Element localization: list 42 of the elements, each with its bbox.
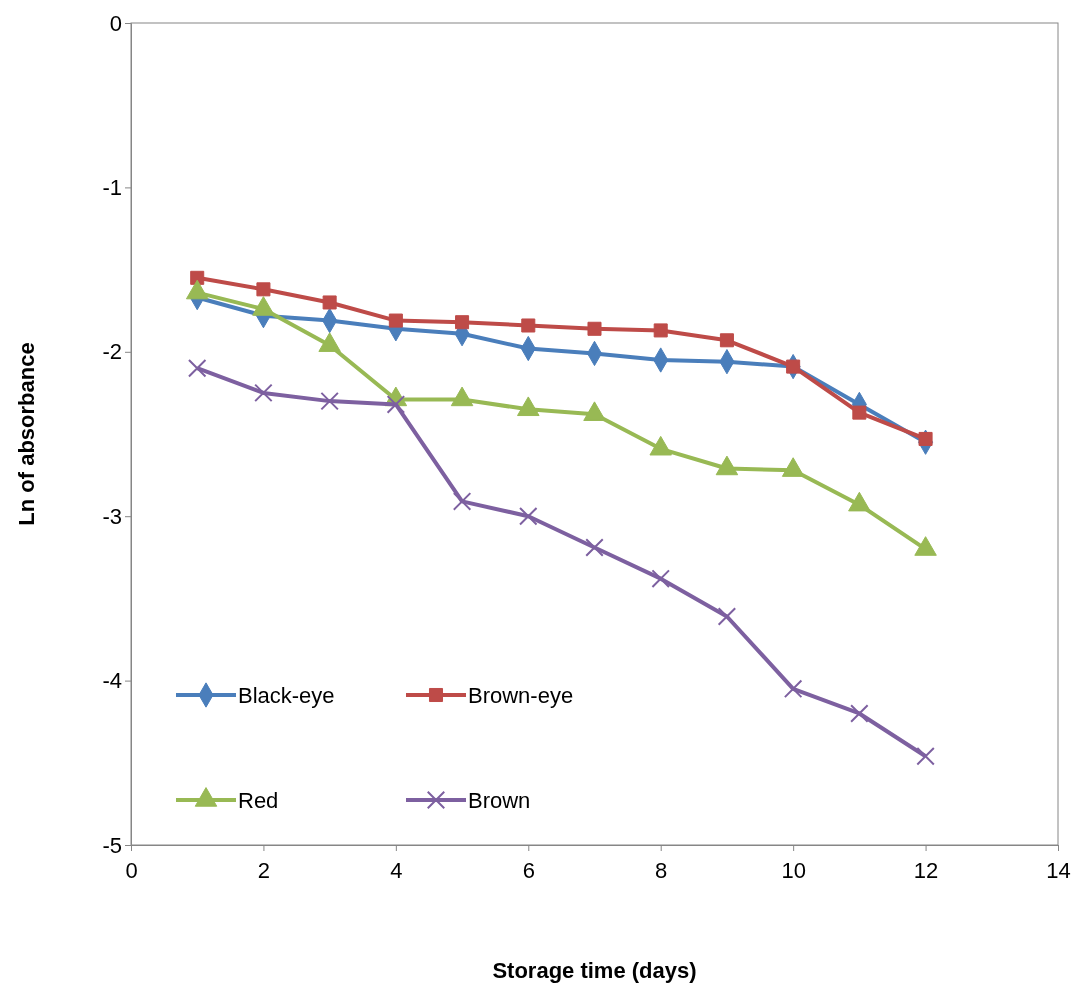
- point: [452, 492, 472, 511]
- point: [386, 395, 406, 414]
- point: [254, 383, 273, 403]
- y-tick-label: -3: [102, 503, 122, 529]
- y-tick-label: -2: [102, 339, 122, 365]
- point: [587, 321, 602, 336]
- point: [521, 318, 536, 333]
- x-tick-label: 4: [390, 858, 403, 884]
- x-tick-label: 10: [781, 858, 806, 884]
- point: [852, 405, 867, 420]
- legend-label: Red: [238, 788, 279, 813]
- point: [717, 607, 737, 626]
- point: [322, 295, 337, 310]
- x-tick-label: 14: [1046, 858, 1071, 884]
- y-tick-label: -5: [102, 832, 122, 858]
- x-tick-label: 6: [522, 858, 535, 884]
- y-tick-label: -4: [102, 668, 122, 694]
- x-tick-label: 8: [655, 858, 668, 884]
- point: [783, 679, 803, 699]
- y-tick-label: -1: [102, 174, 122, 200]
- point: [653, 323, 668, 338]
- point: [320, 391, 339, 411]
- point: [916, 746, 935, 766]
- point: [585, 538, 604, 557]
- point: [719, 333, 734, 348]
- point: [388, 313, 403, 328]
- x-tick-label: 0: [125, 858, 138, 884]
- point: [519, 506, 538, 526]
- point: [651, 569, 670, 588]
- legend-label: Brown-eye: [468, 683, 574, 708]
- legend-label: Brown: [468, 788, 531, 813]
- point: [786, 359, 801, 374]
- legend-label: Black-eye: [238, 683, 335, 708]
- point: [256, 282, 271, 297]
- x-axis-title: Storage time (days): [492, 958, 697, 983]
- point: [187, 358, 207, 378]
- x-tick-label: 12: [913, 858, 939, 884]
- y-axis-title: Ln of absorbance: [14, 342, 39, 526]
- point: [455, 315, 470, 330]
- point: [850, 704, 869, 723]
- x-tick-label: 2: [257, 858, 271, 884]
- y-tick-label: 0: [109, 10, 122, 36]
